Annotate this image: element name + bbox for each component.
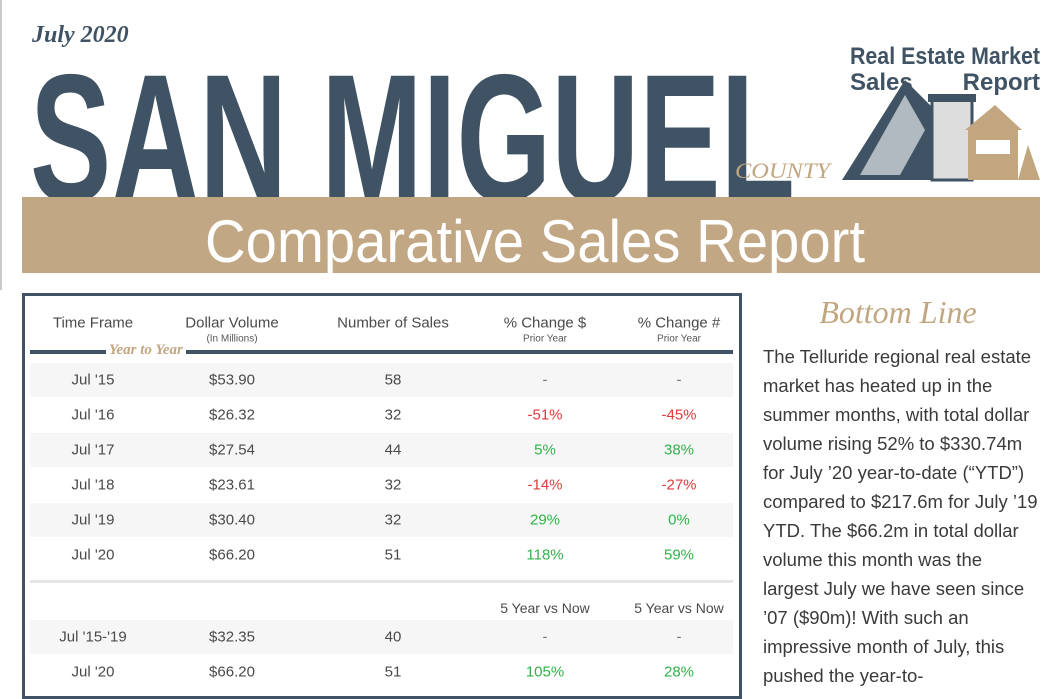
table-cell: Jul '18 [71, 476, 115, 494]
table-cell: -51% [527, 406, 563, 424]
table-cell: 38% [663, 441, 695, 459]
table-cell: 118% [526, 546, 564, 564]
header-rule [30, 350, 733, 354]
table-cell: $53.90 [209, 371, 255, 389]
table-cell: -27% [661, 476, 697, 494]
table-cell: 32 [384, 476, 402, 494]
table-cell: 5% [534, 441, 556, 459]
table-cell: $66.20 [209, 546, 255, 564]
column-subheader: Prior Year [523, 333, 567, 345]
column-header: % Change $ [503, 314, 587, 332]
table-cell: Jul '20 [71, 663, 115, 681]
table-cell: 44 [384, 441, 402, 459]
logo-right: Report [963, 69, 1040, 96]
sidebar-text: The Telluride regional real estate marke… [763, 346, 1038, 686]
table-cell: 59% [663, 546, 695, 564]
table-cell: 28% [663, 663, 695, 681]
header: July 2020 SAN MIGUEL COUNTY Real Estate … [0, 0, 1040, 290]
column-header: Dollar Volume [185, 314, 279, 332]
row-background [30, 620, 733, 654]
table-cell: $23.61 [209, 476, 255, 494]
table-cell: -45% [661, 406, 697, 424]
table-cell: Jul '15-'19 [59, 628, 127, 646]
table-cell: 105% [525, 663, 565, 681]
column-subheader: (In Millions) [206, 333, 258, 345]
table-cell: 58 [384, 371, 402, 389]
compare-header: 5 Year vs Now [634, 600, 724, 616]
column-header: % Change # [637, 314, 721, 332]
logo-icon [842, 80, 1040, 182]
column-header: Number of Sales [337, 314, 449, 332]
table-cell: $26.32 [209, 406, 255, 424]
table-cell: -14% [527, 476, 563, 494]
table-cell: - [542, 628, 548, 646]
column-header: Time Frame [52, 314, 134, 332]
table-cell: 51 [384, 546, 402, 564]
date: July 2020 [31, 22, 129, 48]
table-cell: Jul '15 [71, 371, 115, 389]
table-cell: $66.20 [209, 663, 255, 681]
column-subheader: Prior Year [657, 333, 701, 345]
table-cell: 40 [384, 628, 402, 646]
table-cell: Jul '17 [71, 441, 115, 459]
table-cell: 29% [529, 511, 561, 529]
section-rule [30, 580, 733, 583]
table-cell: Jul '19 [71, 511, 115, 529]
row-background [30, 503, 733, 537]
table-cell: $32.35 [209, 628, 255, 646]
table-cell: - [676, 371, 682, 389]
sidebar-title: Bottom Line [819, 294, 977, 330]
compare-header: 5 Year vs Now [500, 600, 590, 616]
row-background [30, 433, 733, 467]
table-cell: 51 [384, 663, 402, 681]
banner [22, 197, 1040, 273]
table-cell: Jul '20 [71, 546, 115, 564]
table-cell: Jul '16 [71, 406, 115, 424]
section-label: Year to Year [106, 342, 186, 359]
table-cell: - [542, 371, 548, 389]
row-background [30, 363, 733, 397]
banner-title: Comparative Sales Report [205, 208, 865, 275]
table-cell: $27.54 [209, 441, 255, 459]
county: COUNTY [735, 158, 833, 183]
table-cell: $30.40 [209, 511, 255, 529]
table-cell: 32 [384, 406, 402, 424]
table-cell: - [676, 628, 682, 646]
table-cell: 0% [668, 511, 690, 529]
table-cell: 32 [384, 511, 402, 529]
logo-line1: Real Estate Market [850, 43, 1040, 70]
